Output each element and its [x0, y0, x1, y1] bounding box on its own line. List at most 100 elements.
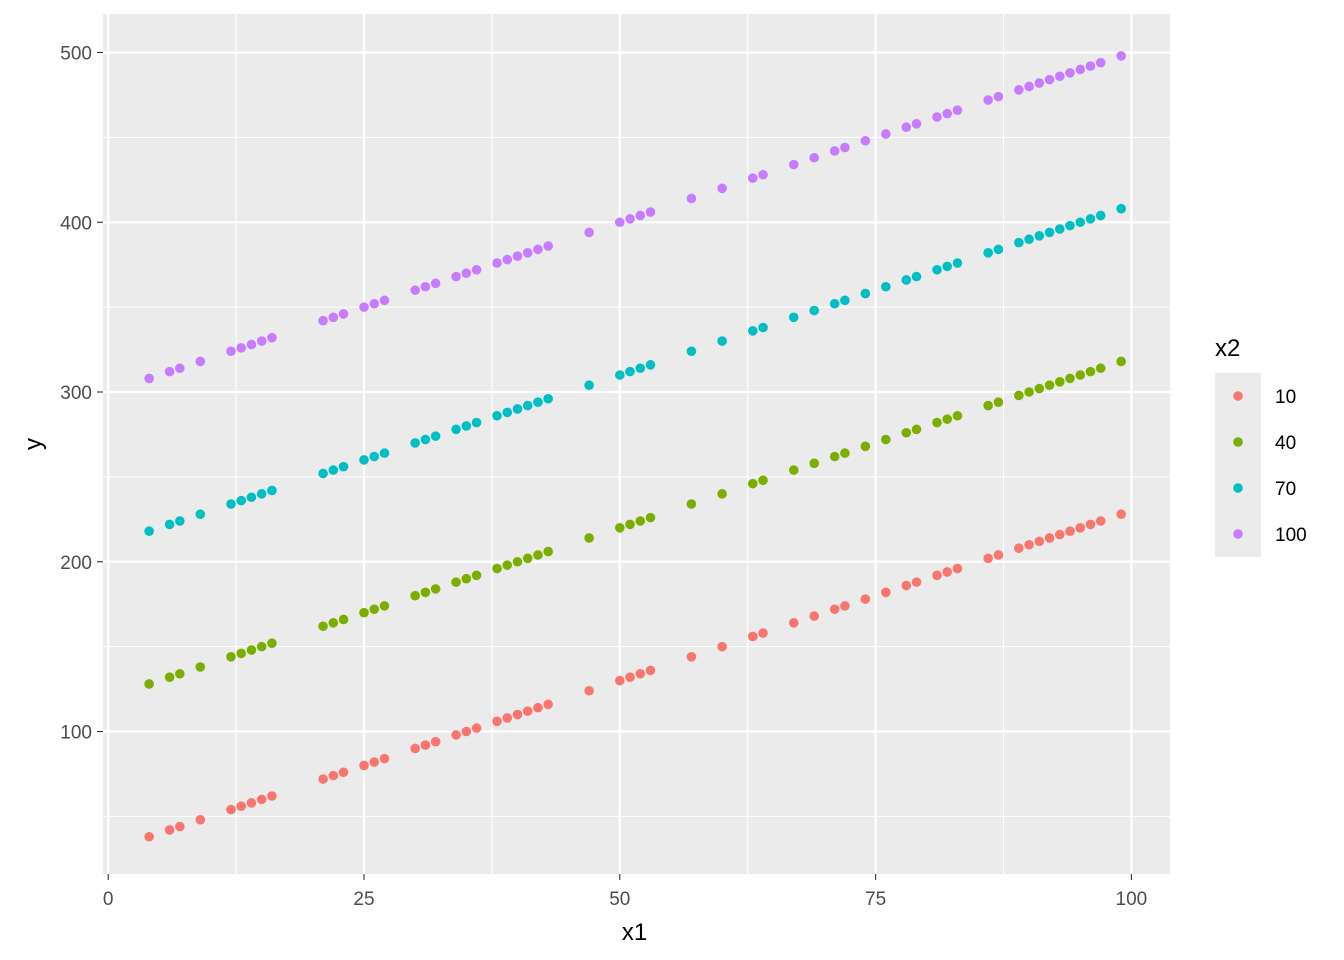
legend-key-10: [1233, 391, 1243, 401]
data-point: [1054, 71, 1065, 82]
data-point: [533, 550, 543, 560]
data-point: [615, 217, 625, 228]
data-point: [1054, 529, 1065, 540]
data-point: [256, 336, 267, 346]
data-point: [246, 492, 257, 503]
data-point: [717, 641, 727, 652]
data-point: [522, 248, 533, 258]
data-point: [758, 628, 768, 638]
data-point: [379, 753, 390, 764]
data-point: [451, 271, 461, 282]
data-point: [717, 183, 727, 194]
data-point: [267, 332, 277, 343]
data-point: [512, 404, 523, 414]
data-point: [1034, 78, 1045, 88]
data-point: [932, 112, 942, 122]
data-point: [267, 638, 277, 649]
data-point: [195, 356, 206, 367]
data-point: [502, 254, 513, 265]
data-point: [410, 743, 420, 754]
data-point: [1044, 74, 1055, 85]
data-point: [788, 465, 799, 475]
legend-title: x2: [1215, 335, 1240, 362]
data-point: [359, 607, 369, 618]
x-tick-label: 75: [865, 889, 886, 910]
data-point: [788, 312, 799, 323]
data-point: [144, 526, 154, 536]
data-point: [748, 326, 758, 336]
data-point: [901, 580, 912, 591]
data-point: [420, 281, 431, 292]
data-point: [1075, 370, 1086, 380]
data-point: [430, 584, 441, 594]
data-point: [512, 709, 523, 720]
data-point: [236, 495, 247, 506]
series-70: [144, 203, 1126, 536]
data-point: [226, 804, 236, 815]
legend-keys-background: [1215, 373, 1261, 557]
data-point: [164, 519, 175, 530]
minor-gridlines: [103, 14, 1170, 874]
data-point: [952, 563, 963, 574]
data-point: [379, 295, 390, 306]
data-point: [625, 672, 635, 682]
data-point: [840, 142, 850, 153]
data-point: [881, 129, 891, 139]
legend-key-40: [1233, 437, 1243, 447]
data-point: [881, 587, 891, 598]
data-point: [175, 668, 185, 679]
data-point: [1116, 509, 1126, 520]
x-tick-label: 25: [353, 889, 374, 910]
data-point: [195, 509, 206, 520]
data-point: [983, 95, 993, 105]
data-point: [246, 339, 257, 350]
data-point: [236, 801, 247, 811]
data-point: [420, 434, 431, 445]
major-gridlines: [103, 14, 1170, 874]
data-point: [686, 652, 697, 662]
data-point: [328, 465, 339, 475]
data-point: [881, 281, 891, 292]
data-point: [246, 797, 257, 808]
data-point: [686, 346, 697, 357]
data-point: [748, 631, 758, 642]
y-tick-label: 300: [60, 383, 92, 404]
data-point: [1034, 383, 1045, 394]
data-point: [226, 499, 236, 509]
data-point: [1065, 373, 1075, 384]
data-point: [502, 713, 513, 723]
data-point: [829, 146, 840, 156]
data-point: [911, 424, 922, 435]
data-points: [144, 51, 1126, 842]
data-point: [1085, 61, 1096, 71]
data-point: [410, 438, 420, 448]
data-point: [901, 275, 912, 285]
data-point: [584, 380, 594, 391]
data-point: [1095, 210, 1106, 221]
data-point: [911, 118, 922, 129]
data-point: [788, 618, 799, 628]
data-point: [1065, 526, 1075, 536]
legend-label-10: 10: [1275, 387, 1296, 408]
data-point: [226, 346, 236, 357]
data-point: [1095, 516, 1106, 526]
data-point: [901, 427, 912, 438]
data-point: [860, 288, 871, 299]
data-point: [533, 397, 543, 407]
data-point: [359, 302, 369, 312]
data-point: [543, 393, 553, 404]
y-tick-label: 500: [60, 44, 92, 65]
data-point: [983, 553, 993, 564]
data-point: [645, 360, 656, 370]
data-point: [860, 594, 871, 604]
legend-label-40: 40: [1275, 433, 1296, 454]
data-point: [809, 152, 820, 163]
data-point: [625, 519, 635, 530]
data-point: [1044, 227, 1055, 238]
data-point: [369, 451, 380, 462]
data-point: [533, 702, 543, 713]
data-point: [328, 618, 339, 628]
data-point: [1065, 68, 1075, 78]
data-point: [635, 516, 646, 526]
data-point: [461, 421, 472, 431]
